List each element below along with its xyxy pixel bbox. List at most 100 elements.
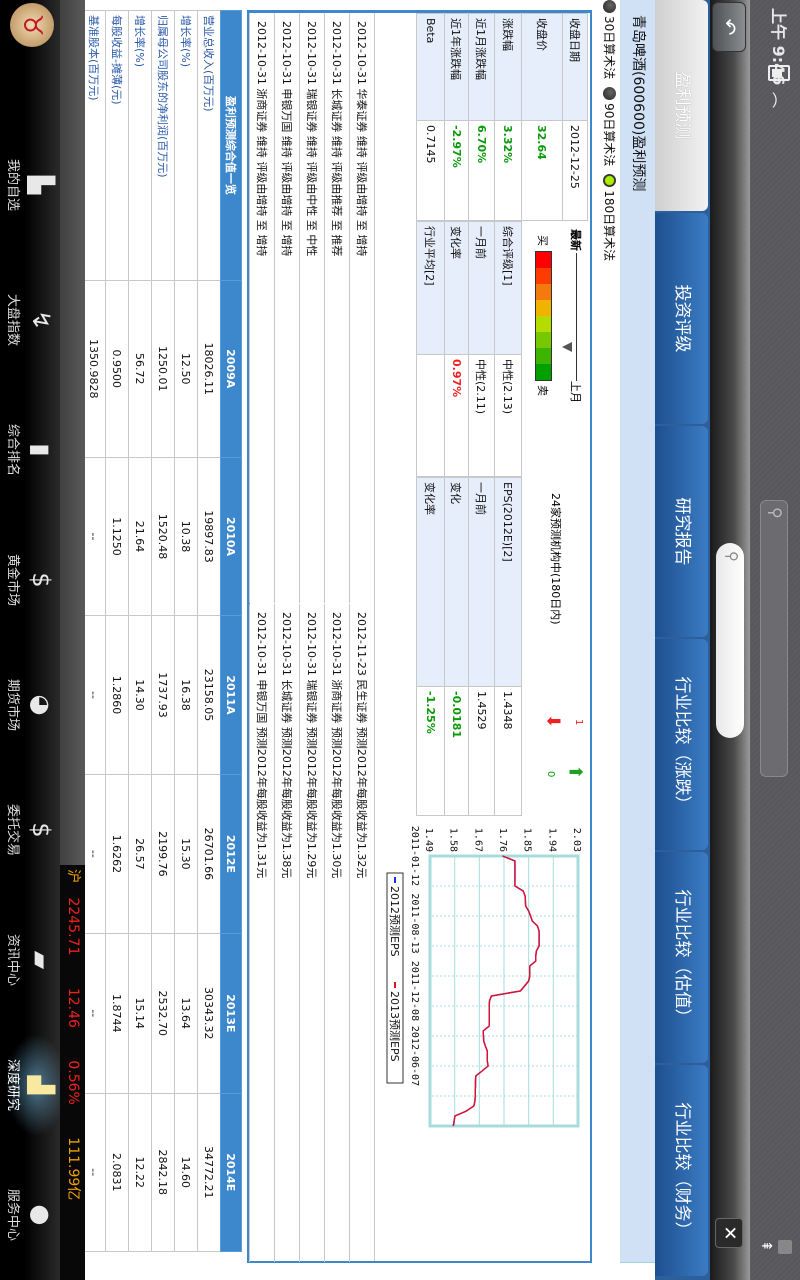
tab-industry-financial[interactable]: 行业比较（财务） xyxy=(655,1065,708,1276)
nav-item[interactable]: ● 服务中心 xyxy=(0,1155,60,1275)
gauge-segment xyxy=(536,252,551,268)
series-line-2 xyxy=(452,855,540,1127)
forecast-panel: 收盘日期 2012-12-25 收盘价 32.64 涨跌幅 3.32% 近1月涨跌幅 6.70… xyxy=(247,10,592,1263)
nav-label: 服务中心 xyxy=(5,1188,20,1241)
quote-table: 收盘日期 2012-12-25 收盘价 32.64 涨跌幅 3.32% 近1月涨跌幅 6.70… xyxy=(416,13,588,221)
nav-label: 大盘指数 xyxy=(5,293,20,346)
nav-item[interactable]: ▰ 资讯中心 xyxy=(0,900,60,1020)
cell-value: 12.50 xyxy=(174,280,198,458)
search-icon: ⚲ xyxy=(723,551,741,562)
nav-item[interactable]: $ 委托交易 xyxy=(0,770,60,890)
ticker-market: 沪 xyxy=(65,869,81,883)
cell-value: 21.64 xyxy=(128,457,152,616)
cell-value: 2199.76 xyxy=(151,774,175,934)
app-logo[interactable]: ♉ xyxy=(10,3,54,47)
tab-industry-valuation[interactable]: 行业比较（估值） xyxy=(655,852,708,1063)
radio-180-day[interactable]: 180日算术法 xyxy=(601,174,618,261)
row-label: 增长率(%) xyxy=(128,10,152,281)
nav-label: 综合排名 xyxy=(5,423,20,476)
search-button[interactable]: ⚲ xyxy=(716,543,744,738)
eps-forecast-item[interactable]: 2012-10-31 瑞银证券 预测2012年每股收益为1.29元 xyxy=(299,604,324,1262)
column-header: 2012E xyxy=(220,774,242,934)
rating-row-value: 0.97% xyxy=(444,354,469,477)
quote-row: 近1月涨跌幅 6.70% xyxy=(468,13,495,221)
up-arrow-icon: ➡ xyxy=(546,710,562,732)
method-radio-group: 30日算术法 90日算术法 180日算术法 xyxy=(596,0,618,265)
divider xyxy=(374,13,375,1261)
cell-value: -- xyxy=(82,933,106,1094)
ticker-index: 2245.71 xyxy=(65,897,81,956)
y-tick-label: 1.85 xyxy=(522,828,533,852)
quote-row: 涨跌幅 3.32% xyxy=(494,13,522,221)
x-tick-label: 2011-01-12 xyxy=(409,826,420,886)
tab-investment-rating[interactable]: 投资评级 xyxy=(655,213,708,424)
cell-value: 1350.9828 xyxy=(82,280,106,458)
radio-90-day[interactable]: 90日算术法 xyxy=(601,87,618,166)
eps-forecast-item[interactable]: 2012-10-31 申银万国 预测2012年每股收益为1.31元 xyxy=(249,604,274,1262)
tab-profit-forecast[interactable]: 盈利预测 xyxy=(655,0,708,211)
eps-row-value: 1.4348 xyxy=(494,686,522,816)
gauge-buy-label: 买 xyxy=(536,235,549,246)
cell-value: -- xyxy=(82,457,106,616)
nav-item[interactable]: $ 黄金市场 xyxy=(0,520,60,640)
gauge-last-month-label: 上月 xyxy=(569,381,582,403)
radio-30-day[interactable]: 30日算术法 xyxy=(601,0,618,79)
column-header: 2013E xyxy=(220,933,242,1094)
y-tick-label: 2.03 xyxy=(571,828,582,852)
eps-forecast-item[interactable]: 2012-10-31 浙商证券 预测2012年每股收益为1.30元 xyxy=(324,604,349,1262)
wifi-icon: ︵ xyxy=(770,92,789,109)
eps-table: EPS(2012E)[2] 1.4348 一月前 1.4529 变化 -0.0181 变化率… xyxy=(416,477,522,816)
close-button[interactable]: ✕ xyxy=(715,1218,743,1248)
cell-value: 23158.05 xyxy=(197,615,221,775)
x-tick-label: 2011-08-13 xyxy=(409,893,420,953)
rating-change-item[interactable]: 2012-10-31 华泰证券 维持 评级由增持 至 增持 xyxy=(349,13,374,603)
nav-item[interactable]: ▮ 综合排名 xyxy=(0,390,60,510)
nav-item[interactable]: ▟ 深度研究 xyxy=(0,1025,60,1145)
quote-row-value: 3.32% xyxy=(494,120,522,221)
radio-dot xyxy=(603,174,616,188)
rating-change-item[interactable]: 2012-10-31 浙商证券 维持 评级由增持 至 增持 xyxy=(249,13,274,603)
table-row: 增长率(%) 12.50 10.38 16.38 15.30 13.64 14.60 xyxy=(174,10,198,1252)
global-search-box[interactable]: ⚲ xyxy=(760,500,788,777)
back-button[interactable]: ↶ xyxy=(712,2,746,52)
search-icon: ⚲ xyxy=(766,507,785,519)
research-chart-icon: ▟ xyxy=(27,1075,55,1095)
tab-research-reports[interactable]: 研究报告 xyxy=(655,426,708,637)
cell-value: 15.30 xyxy=(174,774,198,934)
nav-item[interactable]: ↯ 大盘指数 xyxy=(0,260,60,380)
pie-chart-icon: ◕ xyxy=(27,694,55,716)
eps-row-value: -1.25% xyxy=(416,686,445,816)
eps-row-value: -0.0181 xyxy=(444,686,469,816)
nav-item[interactable]: ▙ 我的自选 xyxy=(0,125,60,245)
cell-value: 30343.32 xyxy=(197,933,221,1094)
cell-value: 14.30 xyxy=(128,615,152,775)
row-label: 每股收益-摊薄(元) xyxy=(105,10,129,281)
rating-change-item[interactable]: 2012-10-31 申银万国 维持 评级由增持 至 增持 xyxy=(274,13,299,603)
cell-value: 1.6262 xyxy=(105,774,129,934)
gauge-segment xyxy=(536,332,551,348)
eps-forecast-item[interactable]: 2012-11-23 民生证券 预测2012年每股收益为1.32元 xyxy=(349,604,374,1262)
y-tick-label: 1.76 xyxy=(497,828,508,852)
cell-value: 10.38 xyxy=(174,457,198,616)
nav-label: 深度研究 xyxy=(5,1058,20,1111)
radio-label: 180日算术法 xyxy=(602,190,616,262)
column-header: 2014E xyxy=(220,1093,242,1252)
nav-item[interactable]: ◕ 期货市场 xyxy=(0,645,60,765)
rating-change-item[interactable]: 2012-10-31 瑞银证券 维持 评级由中性 至 中性 xyxy=(299,13,324,603)
eps-forecast-item[interactable]: 2012-10-31 长城证券 预测2012年每股收益为1.38元 xyxy=(274,604,299,1262)
chat-bubble-icon: ● xyxy=(27,1204,55,1226)
separator-strip xyxy=(60,0,85,865)
rating-row-value xyxy=(416,354,445,477)
tab-industry-change[interactable]: 行业比较（涨跌） xyxy=(655,639,708,850)
forecast-summary-table: 盈利预测综合值一览 2009A 2010A 2011A 2012E 2013E 2014E … xyxy=(82,10,242,1252)
quote-row-value: 2012-12-25 xyxy=(562,120,588,221)
eps-row: 变化 -0.0181 xyxy=(444,477,469,816)
y-tick-label: 1.67 xyxy=(472,828,483,852)
cell-value: 56.72 xyxy=(128,280,152,458)
table-row: 增长率(%) 56.72 21.64 14.30 26.57 15.14 12.22 xyxy=(128,10,152,1252)
rating-change-item[interactable]: 2012-10-31 长城证券 维持 评级由推荐 至 推荐 xyxy=(324,13,349,603)
row-label: 营业总收入(百万元) xyxy=(197,10,221,281)
eps-down-count: 0 xyxy=(545,771,556,778)
eps-row: 一月前 1.4529 xyxy=(468,477,495,816)
gauge-latest-label: 最新 xyxy=(569,229,582,251)
